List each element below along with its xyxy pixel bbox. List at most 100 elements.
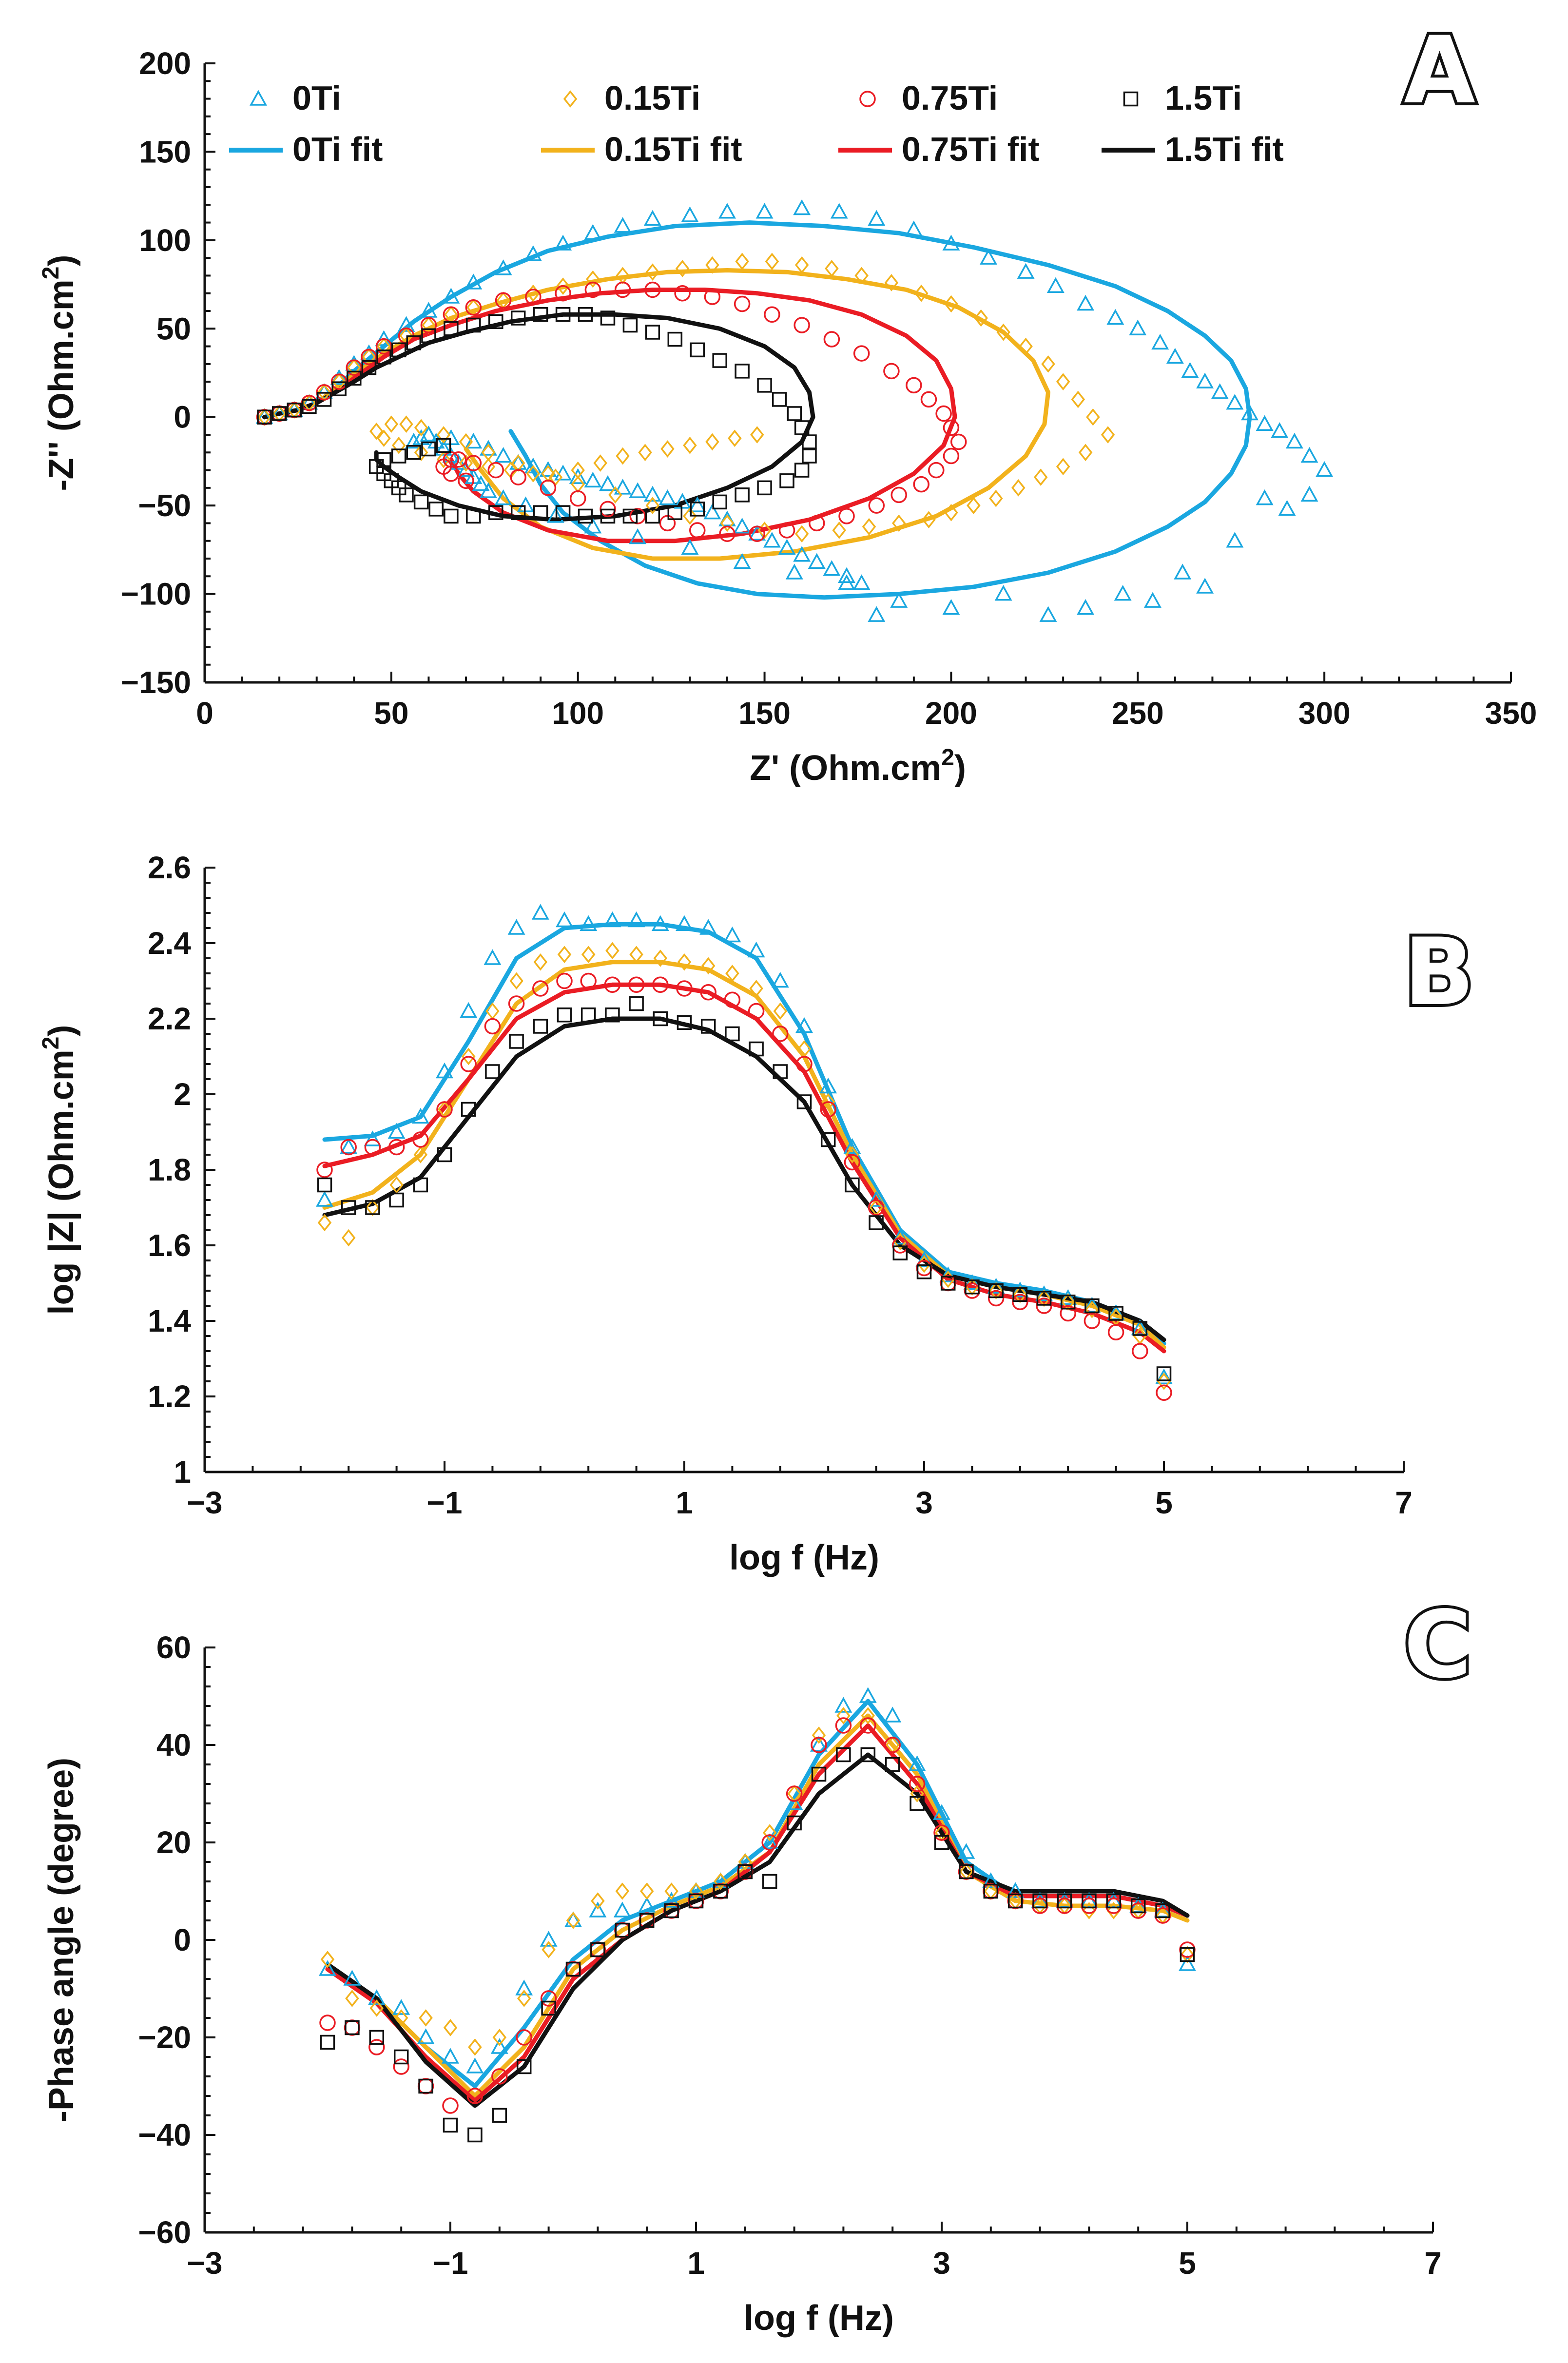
data-point: [510, 310, 526, 326]
data-point: [1256, 415, 1274, 431]
data-point: [853, 345, 870, 362]
data-point: [762, 1874, 777, 1889]
data-point: [821, 1093, 835, 1111]
data-point: [554, 234, 572, 251]
data-point: [660, 440, 675, 458]
data-point: [418, 2078, 433, 2094]
data-point: [581, 946, 596, 964]
data-point: [1078, 444, 1093, 462]
legend-marker: [1123, 91, 1139, 107]
data-point: [1114, 584, 1132, 601]
data-point: [580, 972, 597, 989]
x-tick-label: 350: [1485, 696, 1537, 731]
data-point: [676, 915, 693, 931]
legend: 0Ti 0.15Ti 0.75Ti 1.5Ti 0Ti fit 0.15Ti fit 0.7…: [229, 79, 1284, 168]
data-point: [388, 1139, 405, 1156]
data-point: [1056, 458, 1070, 476]
data-point: [890, 486, 907, 504]
data-point: [957, 1843, 975, 1859]
data-point: [645, 263, 660, 281]
data-point: [1046, 277, 1065, 293]
data-point: [868, 1199, 885, 1216]
data-point: [747, 941, 765, 958]
data-point: [629, 482, 647, 498]
data-point: [714, 1873, 728, 1890]
y-tick-label: 2.6: [148, 850, 191, 885]
data-point: [884, 1706, 902, 1723]
data-point: [933, 1824, 950, 1841]
data-point: [531, 904, 549, 920]
data-point: [603, 911, 621, 928]
data-point: [507, 919, 525, 935]
data-point: [725, 1026, 740, 1042]
data-point: [586, 270, 600, 288]
data-point: [762, 1824, 777, 1841]
data-point: [340, 1138, 358, 1154]
data-point: [509, 1034, 524, 1049]
y-tick-label: 1.6: [148, 1228, 191, 1263]
data-point: [556, 277, 570, 295]
panel-letter-b: B: [1404, 918, 1474, 1026]
data-point: [614, 281, 631, 298]
data-point: [892, 1237, 909, 1254]
data-point: [584, 281, 601, 298]
fit-line-1-5ti-fit: [322, 1016, 1166, 1342]
data-point: [479, 440, 497, 456]
data-point: [699, 919, 717, 935]
data-point: [681, 206, 699, 222]
data-point: [413, 1177, 428, 1193]
y-tick-label: 150: [139, 134, 191, 169]
data-point: [750, 426, 764, 444]
data-point: [578, 307, 593, 322]
data-point: [1056, 373, 1070, 390]
data-point: [1196, 372, 1214, 388]
data-point: [546, 507, 564, 523]
data-point: [787, 1815, 802, 1831]
data-point: [461, 1102, 476, 1117]
data-point: [891, 1228, 909, 1245]
data-point: [411, 1107, 429, 1124]
data-point: [484, 1018, 501, 1035]
data-point: [412, 1131, 429, 1148]
data-point: [838, 508, 855, 524]
series-0-75ti: [319, 1717, 1196, 2114]
data-point: [1057, 1893, 1072, 1909]
data-point: [393, 2058, 409, 2075]
data-point: [980, 249, 997, 265]
data-point: [627, 911, 645, 928]
data-point: [466, 317, 481, 333]
data-point: [812, 1726, 826, 1744]
data-point: [712, 494, 727, 510]
data-point: [845, 1146, 859, 1163]
data-point: [377, 429, 391, 447]
data-point: [653, 1011, 668, 1027]
data-point: [557, 1007, 572, 1023]
x-tick-label: −1: [427, 1485, 463, 1520]
data-point: [491, 2068, 508, 2085]
x-axis-title: Z' (Ohm.cm2): [750, 745, 966, 788]
data-point: [569, 468, 587, 484]
data-point: [442, 2097, 459, 2114]
data-point: [1041, 355, 1055, 373]
data-point: [569, 490, 586, 507]
x-tick-label: 1: [676, 1485, 693, 1520]
data-point: [460, 1056, 477, 1072]
data-point: [1130, 1898, 1146, 1914]
data-point: [391, 342, 407, 358]
y-axis-title: -Phase angle (degree): [42, 1758, 81, 2122]
data-point: [1211, 383, 1229, 399]
y-tick-label: −40: [138, 2117, 191, 2152]
x-tick-label: 0: [196, 696, 213, 731]
data-point: [1060, 1295, 1076, 1310]
data-point: [436, 1062, 453, 1079]
data-point: [810, 1736, 828, 1752]
data-point: [712, 353, 727, 368]
data-point: [794, 317, 810, 333]
data-point: [368, 1989, 386, 2005]
data-point: [967, 497, 981, 514]
data-point: [868, 606, 886, 622]
data-point: [808, 553, 826, 569]
data-point: [688, 1893, 704, 1909]
data-point: [394, 2009, 408, 2027]
